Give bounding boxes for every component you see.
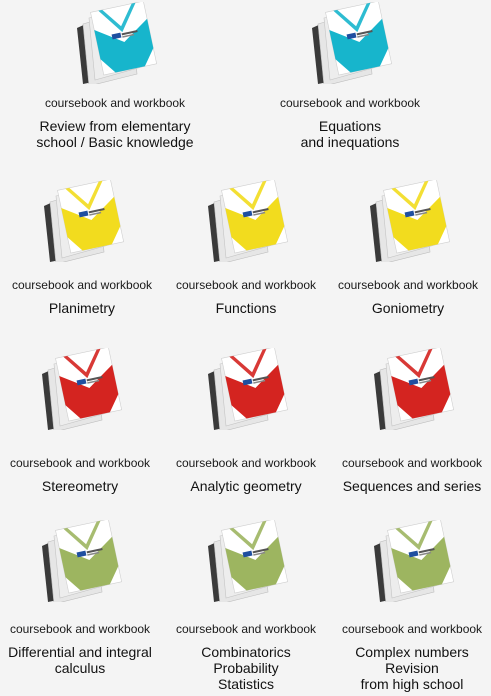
book-title: Equations and inequations [268,118,432,150]
book-cover-icon [77,2,158,84]
book-title-line: Complex numbers [355,644,469,660]
book-title: Combinatorics Probability Statistics [164,644,328,692]
book-title-line: Differential and integral [8,644,152,660]
book-title-line: calculus [54,660,106,676]
book-item[interactable]: coursebook and workbook Combinatorics Prob… [164,520,328,696]
book-title: Stereometry [0,478,162,494]
book-title: Sequences and series [330,478,491,494]
book-title: Functions [164,300,328,316]
book-subtitle: coursebook and workbook [341,456,483,470]
book-item[interactable]: coursebook and workbook Functions [164,180,328,320]
book-title-line: Probability [213,660,279,676]
book-subtitle: coursebook and workbook [175,456,317,470]
book-title-line: Planimetry [48,300,116,316]
book-subtitle: coursebook and workbook [44,96,186,110]
book-title: Planimetry [0,300,164,316]
book-cover-icon [208,520,289,602]
book-title-line: Equations [318,118,382,134]
book-title: Goniometry [326,300,490,316]
book-title-line: Statistics [217,676,274,692]
book-cover-icon [44,180,125,262]
book-cover-icon [374,520,455,602]
book-title: Review from elementary school / Basic kno… [33,118,197,150]
book-title-line: Revision [385,660,439,676]
book-title-line: Combinatorics [201,644,291,660]
book-item[interactable]: coursebook and workbook Stereometry [0,348,162,498]
book-subtitle: coursebook and workbook [11,278,153,292]
book-cover-icon [208,180,289,262]
book-item[interactable]: coursebook and workbook Equations and ineq… [268,2,432,154]
book-item[interactable]: coursebook and workbook Sequences and ser… [330,348,491,498]
book-title-line: from high school [360,676,464,692]
book-subtitle: coursebook and workbook [279,96,421,110]
book-item[interactable]: coursebook and workbook Differential and … [0,520,162,680]
book-title-line: Goniometry [371,300,445,316]
book-item[interactable]: coursebook and workbook Goniometry [326,180,490,320]
book-item[interactable]: coursebook and workbook Planimetry [0,180,164,320]
book-title: Analytic geometry [164,478,328,494]
book-subtitle: coursebook and workbook [341,622,483,636]
book-subtitle: coursebook and workbook [9,622,151,636]
book-subtitle: coursebook and workbook [175,278,317,292]
book-title-line: school / Basic knowledge [36,134,194,150]
book-title-line: Analytic geometry [190,478,302,494]
book-cover-icon [42,348,123,430]
book-title-line: Functions [215,300,277,316]
book-subtitle: coursebook and workbook [337,278,479,292]
book-cover-icon [42,520,123,602]
book-title: Complex numbers Revision from high school [330,644,491,692]
book-item[interactable]: coursebook and workbook Complex numbers Re… [330,520,491,696]
book-title-line: Sequences and series [342,478,482,494]
book-title-line: Review from elementary [39,118,191,134]
book-item[interactable]: coursebook and workbook Review from eleme… [33,2,197,154]
book-cover-icon [312,2,393,84]
book-item[interactable]: coursebook and workbook Analytic geometry [164,348,328,498]
book-cover-icon [374,348,455,430]
book-cover-icon [208,348,289,430]
book-cover-icon [370,180,451,262]
book-title-line: Stereometry [41,478,119,494]
book-subtitle: coursebook and workbook [175,622,317,636]
book-title: Differential and integral calculus [0,644,162,676]
book-subtitle: coursebook and workbook [9,456,151,470]
book-title-line: and inequations [300,134,400,150]
